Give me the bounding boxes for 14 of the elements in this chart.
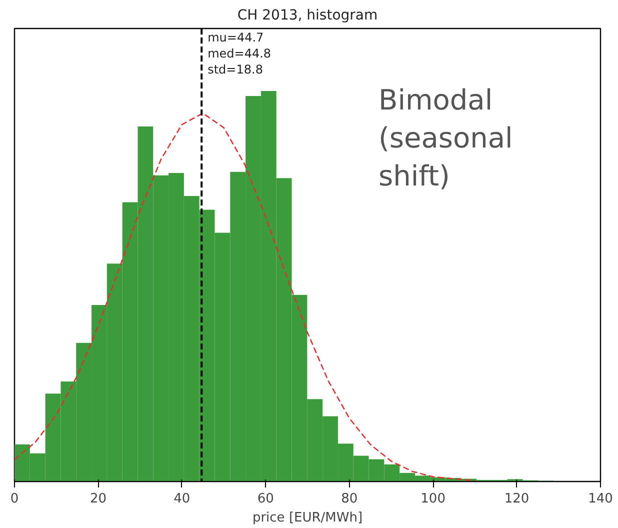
x-axis-title: price [EUR/MWh]: [252, 510, 363, 526]
text: std=18.8: [208, 62, 263, 76]
x-tick-label: 80: [341, 492, 358, 506]
x-tick-label: 20: [90, 492, 106, 506]
x-tick-label: 40: [174, 492, 190, 506]
x-tick-label: 100: [420, 492, 446, 506]
x-tick-label: 140: [588, 492, 613, 506]
x-tick-label: 120: [504, 492, 530, 506]
chart-title: CH 2013, histogram: [237, 8, 378, 24]
text: mu=44.7: [208, 30, 264, 44]
x-tick-label: 0: [10, 492, 19, 506]
x-tick-label: 60: [257, 492, 274, 506]
text: med=44.8: [208, 46, 272, 60]
annotation: Bimodal (seasonal shift): [378, 84, 513, 192]
